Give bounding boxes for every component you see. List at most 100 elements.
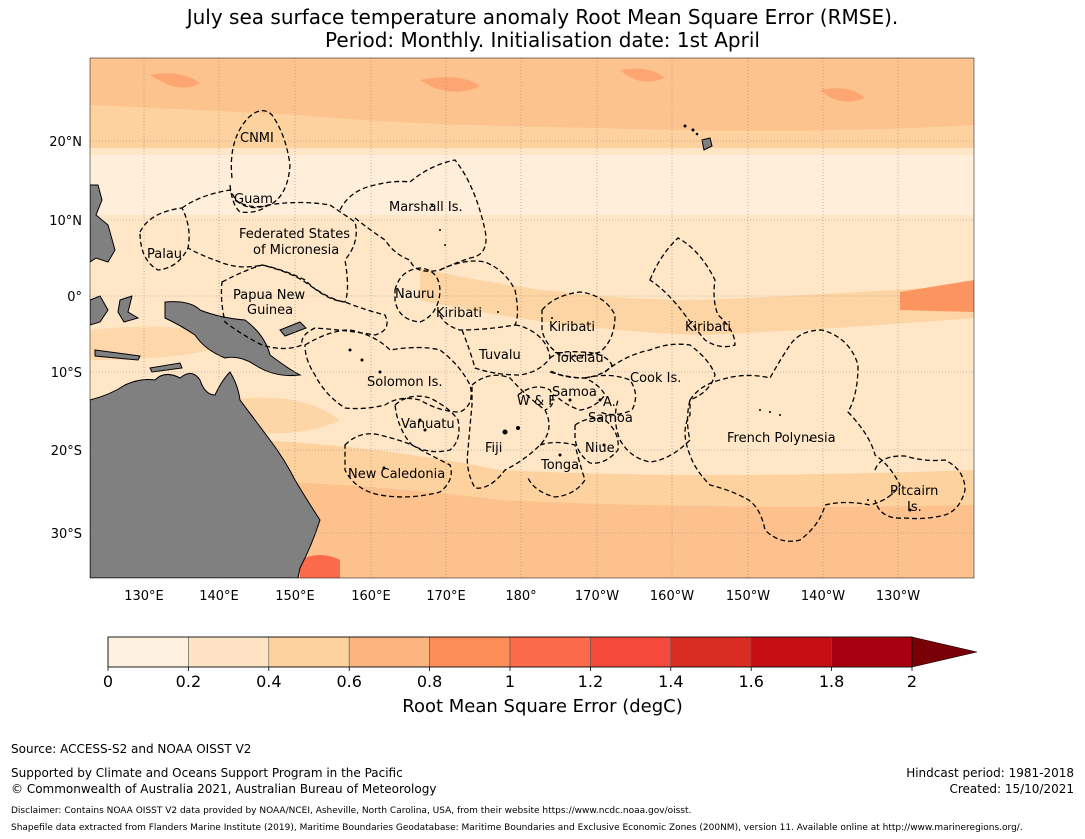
lat-tick-label: 20°N <box>49 135 82 150</box>
lat-tick-label: 30°S <box>51 527 82 542</box>
philippines-land <box>90 184 116 263</box>
hindcast-period-text: Hindcast period: 1981-2018 <box>906 766 1074 780</box>
region-label-tuvalu: Tuvalu <box>479 348 521 363</box>
region-label-png-line2: Guinea <box>247 303 294 318</box>
colorbar-tick-label: 1 <box>505 672 515 691</box>
colorbar-tick-label: 1.4 <box>658 672 683 691</box>
copyright-text: © Commonwealth of Australia 2021, Austra… <box>11 782 437 796</box>
longitude-axis: 130°E 140°E 150°E 160°E 170°E 180° 170°W 160°W 1… <box>124 589 920 604</box>
eez-fsm <box>181 189 357 303</box>
source-text: Source: ACCESS-S2 and NOAA OISST V2 <box>11 742 252 756</box>
eez-png <box>220 264 388 350</box>
lon-tick-label: 130°E <box>124 589 164 604</box>
region-label-fiji: Fiji <box>485 441 503 456</box>
colorbar-segment <box>590 636 672 668</box>
region-label-french-polynesia: French Polynesia <box>727 431 836 446</box>
region-label-pitcairn-line1: Pitcairn <box>890 484 939 499</box>
colorbar-tick-label: 0.6 <box>336 672 361 691</box>
eez-new-caledonia <box>344 433 452 498</box>
map-frame <box>89 57 975 579</box>
colorbar-segment <box>750 636 832 668</box>
colorbar-segment <box>268 636 350 668</box>
bismarck-islands <box>279 321 307 337</box>
graticule <box>90 58 974 578</box>
eez-kiribati-phoenix <box>541 291 616 357</box>
colorbar: 0 0.2 0.4 0.6 0.8 1 1.2 1.4 1.6 1.8 2 <box>103 636 978 691</box>
region-label-fsm-line2: of Micronesia <box>253 243 340 258</box>
region-label-tonga: Tonga <box>541 458 580 473</box>
region-label-american-samoa-line1: A. <box>603 395 616 410</box>
lon-tick-label: 140°E <box>199 589 239 604</box>
colorbar-tick-label: 1.2 <box>578 672 603 691</box>
eez-kiribati-line <box>649 237 736 348</box>
region-label-new-caledonia: New Caledonia <box>348 467 446 482</box>
region-label-guam: Guam <box>234 192 273 207</box>
colorbar-label: Root Mean Square Error (degC) <box>402 696 683 717</box>
region-label-american-samoa-line2: Samoa <box>588 411 633 426</box>
eez-niue <box>574 417 619 464</box>
colorbar-segment <box>509 636 591 668</box>
region-label-solomon-islands: Solomon Is. <box>367 375 443 390</box>
colorbar-segment <box>670 636 752 668</box>
map-title-line2: Period: Monthly. Initialisation date: 1s… <box>325 28 760 52</box>
region-label-pitcairn-line2: Is. <box>907 500 922 515</box>
created-date-text: Created: 15/10/2021 <box>949 782 1074 796</box>
eez-solomon <box>304 329 472 413</box>
colorbar-tick-label: 1.6 <box>738 672 763 691</box>
lon-tick-label: 150°W <box>726 589 770 604</box>
lon-tick-label: 160°E <box>351 589 391 604</box>
lat-tick-label: 20°S <box>51 444 82 459</box>
region-label-nauru: Nauru <box>395 287 435 302</box>
region-label-png-line1: Papua New <box>233 288 306 303</box>
colorbar-segment <box>107 636 189 668</box>
region-label-kiribati-phoenix: Kiribati <box>549 320 596 335</box>
region-label-samoa: Samoa <box>552 385 597 400</box>
shapefile-credit-text: Shapefile data extracted from Flanders M… <box>11 823 1023 833</box>
eez-marshall <box>339 159 487 272</box>
eez-tonga <box>527 441 586 498</box>
lon-tick-label: 130°W <box>876 589 920 604</box>
colorbar-segment <box>429 636 511 668</box>
eez-wallis-futuna <box>517 386 554 411</box>
lon-tick-label: 180° <box>505 589 536 604</box>
lat-tick-label: 0° <box>67 290 82 305</box>
eez-vanuatu <box>394 395 460 453</box>
region-label-marshall-islands: Marshall Is. <box>389 200 463 215</box>
lat-tick-label: 10°N <box>49 214 82 229</box>
map-panel <box>90 58 974 578</box>
colorbar-segment <box>831 636 913 668</box>
colorbar-tick-label: 2 <box>907 672 917 691</box>
region-label-cook-islands: Cook Is. <box>630 371 682 386</box>
disclaimer-text: Disclaimer: Contains NOAA OISST V2 data … <box>11 806 692 816</box>
eez-tokelau <box>549 350 613 379</box>
colorbar-segment <box>348 636 430 668</box>
lat-tick-label: 10°S <box>51 366 82 381</box>
eez-boundaries <box>139 110 966 542</box>
eez-guam <box>229 184 269 213</box>
eez-cook <box>604 343 716 463</box>
region-label-palau: Palau <box>147 247 183 262</box>
latitude-axis: 20°N 10°N 0° 10°S 20°S 30°S <box>49 135 82 542</box>
australia-land <box>90 371 321 578</box>
new-guinea-land <box>164 301 302 376</box>
eez-kiribati-gilbert <box>437 260 519 331</box>
region-label-wallis-futuna: W & F <box>517 394 556 409</box>
small-islands <box>348 124 912 512</box>
timor-island <box>149 362 183 373</box>
colorbar-tick-label: 0.4 <box>256 672 281 691</box>
lon-tick-label: 170°E <box>426 589 466 604</box>
eez-samoa <box>549 371 606 411</box>
supported-text: Supported by Climate and Oceans Support … <box>11 766 403 780</box>
colorbar-extend-arrow <box>911 636 978 668</box>
colorbar-tick-label: 1.8 <box>819 672 844 691</box>
eez-tuvalu <box>461 324 551 376</box>
eez-french-polynesia <box>684 329 901 542</box>
region-label-tokelau: Tokelau <box>555 351 604 366</box>
region-label-cnmi: CNMI <box>240 131 274 146</box>
region-label-fsm-line1: Federated States <box>239 227 350 242</box>
region-label-niue: Niue <box>585 441 615 456</box>
eez-pitcairn <box>874 455 966 520</box>
hawaii-island <box>701 137 713 151</box>
colorbar-tick-label: 0 <box>103 672 113 691</box>
borneo-land <box>90 295 109 326</box>
